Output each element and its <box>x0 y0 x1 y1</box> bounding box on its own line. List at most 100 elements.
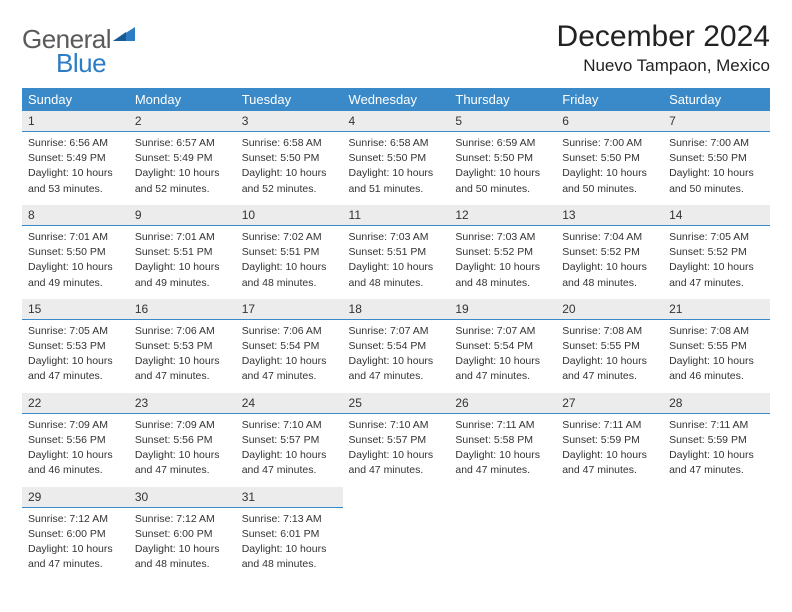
sunrise-line: Sunrise: 6:56 AM <box>28 136 123 151</box>
daylight-line: Daylight: 10 hours and 48 minutes. <box>242 260 337 290</box>
sunset-line: Sunset: 5:55 PM <box>669 339 764 354</box>
sunset-line: Sunset: 5:56 PM <box>28 433 123 448</box>
sunset-line: Sunset: 5:51 PM <box>135 245 230 260</box>
header: General Blue December 2024 Nuevo Tampaon… <box>22 20 770 76</box>
month-title: December 2024 <box>557 20 770 54</box>
sunset-line: Sunset: 5:52 PM <box>669 245 764 260</box>
day-data-cell <box>556 507 663 580</box>
day-number-row: 1234567 <box>22 111 770 132</box>
day-number-row: 15161718192021 <box>22 299 770 320</box>
dow-header-cell: Wednesday <box>343 88 450 111</box>
day-number-cell: 23 <box>129 393 236 414</box>
sunrise-line: Sunrise: 7:12 AM <box>135 512 230 527</box>
day-data-cell: Sunrise: 7:05 AMSunset: 5:53 PMDaylight:… <box>22 319 129 392</box>
sunset-line: Sunset: 5:49 PM <box>28 151 123 166</box>
sunset-line: Sunset: 5:56 PM <box>135 433 230 448</box>
daylight-line: Daylight: 10 hours and 47 minutes. <box>669 448 764 478</box>
day-number-cell: 30 <box>129 487 236 508</box>
day-number-cell: 1 <box>22 111 129 132</box>
day-data-cell: Sunrise: 7:04 AMSunset: 5:52 PMDaylight:… <box>556 225 663 298</box>
sunrise-line: Sunrise: 6:58 AM <box>242 136 337 151</box>
sunrise-line: Sunrise: 7:10 AM <box>349 418 444 433</box>
sunrise-line: Sunrise: 7:11 AM <box>562 418 657 433</box>
day-number-cell: 22 <box>22 393 129 414</box>
sunset-line: Sunset: 5:50 PM <box>669 151 764 166</box>
day-number-cell: 31 <box>236 487 343 508</box>
sunset-line: Sunset: 6:00 PM <box>135 527 230 542</box>
day-data-cell: Sunrise: 6:56 AMSunset: 5:49 PMDaylight:… <box>22 132 129 205</box>
sunset-line: Sunset: 5:50 PM <box>349 151 444 166</box>
sunrise-line: Sunrise: 6:58 AM <box>349 136 444 151</box>
daylight-line: Daylight: 10 hours and 52 minutes. <box>135 166 230 196</box>
sunrise-line: Sunrise: 7:06 AM <box>242 324 337 339</box>
day-number-cell: 12 <box>449 205 556 226</box>
brand-name-b: Blue <box>56 48 106 78</box>
sunset-line: Sunset: 5:50 PM <box>242 151 337 166</box>
sunrise-line: Sunrise: 7:00 AM <box>669 136 764 151</box>
sunset-line: Sunset: 5:53 PM <box>28 339 123 354</box>
sunset-line: Sunset: 5:54 PM <box>455 339 550 354</box>
day-data-row: Sunrise: 7:01 AMSunset: 5:50 PMDaylight:… <box>22 225 770 298</box>
daylight-line: Daylight: 10 hours and 47 minutes. <box>242 448 337 478</box>
sunrise-line: Sunrise: 7:05 AM <box>28 324 123 339</box>
sunset-line: Sunset: 5:57 PM <box>242 433 337 448</box>
title-block: December 2024 Nuevo Tampaon, Mexico <box>557 20 770 76</box>
day-data-row: Sunrise: 7:05 AMSunset: 5:53 PMDaylight:… <box>22 319 770 392</box>
day-number-cell: 24 <box>236 393 343 414</box>
sunrise-line: Sunrise: 6:57 AM <box>135 136 230 151</box>
daylight-line: Daylight: 10 hours and 50 minutes. <box>669 166 764 196</box>
daylight-line: Daylight: 10 hours and 47 minutes. <box>242 354 337 384</box>
day-data-cell: Sunrise: 6:57 AMSunset: 5:49 PMDaylight:… <box>129 132 236 205</box>
daylight-line: Daylight: 10 hours and 47 minutes. <box>562 448 657 478</box>
daylight-line: Daylight: 10 hours and 47 minutes. <box>28 354 123 384</box>
logo-triangle-icon <box>113 25 135 48</box>
day-number-cell: 10 <box>236 205 343 226</box>
dow-header-row: SundayMondayTuesdayWednesdayThursdayFrid… <box>22 88 770 111</box>
day-number-cell <box>556 487 663 508</box>
day-data-cell: Sunrise: 7:11 AMSunset: 5:59 PMDaylight:… <box>663 413 770 486</box>
brand-logo: General Blue <box>22 24 135 55</box>
day-data-cell: Sunrise: 7:00 AMSunset: 5:50 PMDaylight:… <box>663 132 770 205</box>
day-number-cell: 14 <box>663 205 770 226</box>
sunrise-line: Sunrise: 7:02 AM <box>242 230 337 245</box>
day-number-cell: 2 <box>129 111 236 132</box>
sunrise-line: Sunrise: 7:01 AM <box>135 230 230 245</box>
day-data-cell: Sunrise: 7:10 AMSunset: 5:57 PMDaylight:… <box>343 413 450 486</box>
sunset-line: Sunset: 6:01 PM <box>242 527 337 542</box>
sunrise-line: Sunrise: 7:05 AM <box>669 230 764 245</box>
daylight-line: Daylight: 10 hours and 51 minutes. <box>349 166 444 196</box>
daylight-line: Daylight: 10 hours and 47 minutes. <box>669 260 764 290</box>
daylight-line: Daylight: 10 hours and 49 minutes. <box>135 260 230 290</box>
sunrise-line: Sunrise: 7:01 AM <box>28 230 123 245</box>
day-data-cell: Sunrise: 6:58 AMSunset: 5:50 PMDaylight:… <box>236 132 343 205</box>
sunrise-line: Sunrise: 7:10 AM <box>242 418 337 433</box>
day-data-cell <box>343 507 450 580</box>
day-number-cell: 26 <box>449 393 556 414</box>
day-number-cell: 20 <box>556 299 663 320</box>
day-number-row: 293031 <box>22 487 770 508</box>
dow-header-cell: Tuesday <box>236 88 343 111</box>
day-number-cell: 4 <box>343 111 450 132</box>
sunrise-line: Sunrise: 7:09 AM <box>28 418 123 433</box>
day-data-row: Sunrise: 6:56 AMSunset: 5:49 PM Daylight:… <box>22 132 770 205</box>
day-number-cell: 27 <box>556 393 663 414</box>
sunset-line: Sunset: 5:59 PM <box>562 433 657 448</box>
day-data-cell: Sunrise: 7:08 AMSunset: 5:55 PMDaylight:… <box>556 319 663 392</box>
day-number-cell: 18 <box>343 299 450 320</box>
daylight-line: Daylight: 10 hours and 48 minutes. <box>349 260 444 290</box>
day-data-cell: Sunrise: 7:09 AMSunset: 5:56 PMDaylight:… <box>22 413 129 486</box>
daylight-line: Daylight: 10 hours and 46 minutes. <box>28 448 123 478</box>
location-text: Nuevo Tampaon, Mexico <box>557 56 770 76</box>
day-number-cell: 21 <box>663 299 770 320</box>
sunset-line: Sunset: 5:59 PM <box>669 433 764 448</box>
day-data-cell: Sunrise: 7:11 AMSunset: 5:58 PMDaylight:… <box>449 413 556 486</box>
day-data-cell: Sunrise: 7:03 AMSunset: 5:51 PMDaylight:… <box>343 225 450 298</box>
day-data-cell: Sunrise: 7:12 AMSunset: 6:00 PMDaylight:… <box>129 507 236 580</box>
day-data-cell: Sunrise: 7:07 AMSunset: 5:54 PMDaylight:… <box>343 319 450 392</box>
daylight-line: Daylight: 10 hours and 48 minutes. <box>562 260 657 290</box>
day-number-cell: 7 <box>663 111 770 132</box>
sunrise-line: Sunrise: 7:04 AM <box>562 230 657 245</box>
sunrise-line: Sunrise: 6:59 AM <box>455 136 550 151</box>
sunrise-line: Sunrise: 7:00 AM <box>562 136 657 151</box>
day-number-cell <box>663 487 770 508</box>
